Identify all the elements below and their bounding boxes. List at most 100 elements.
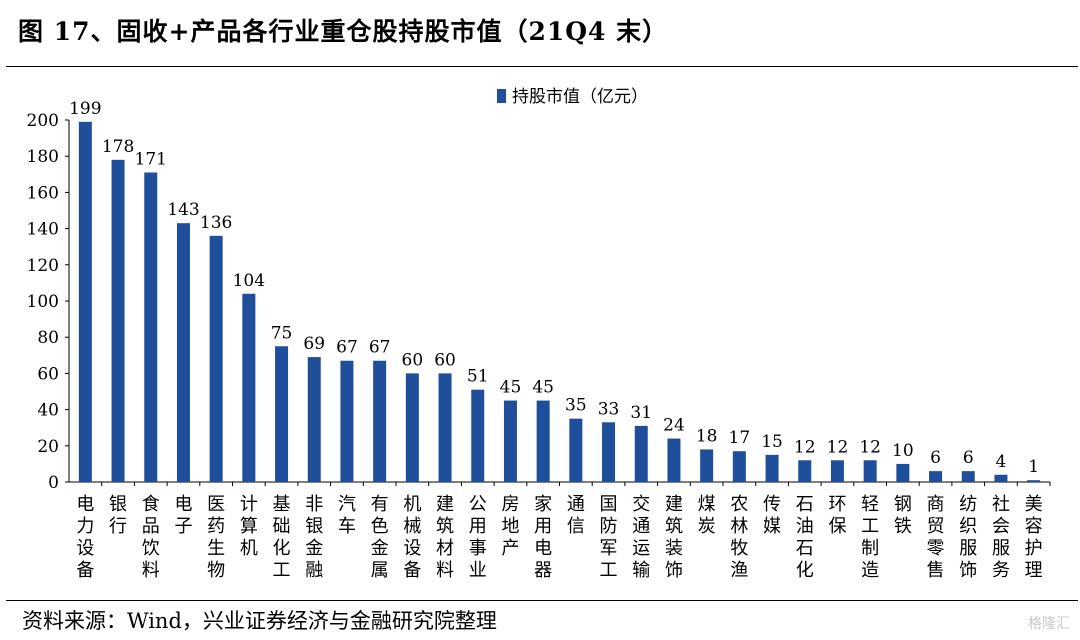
bar [569, 418, 583, 482]
x-tick-label: 非银金融 [305, 494, 323, 581]
data-label: 17 [729, 428, 751, 448]
data-label: 51 [467, 367, 489, 387]
x-tick-label: 建筑装饰 [665, 494, 683, 581]
bottom-rule [6, 600, 1078, 601]
data-label: 45 [500, 378, 522, 398]
bar [1027, 480, 1041, 482]
x-tick-label: 计算机 [240, 494, 258, 559]
bar [242, 293, 256, 482]
data-label: 31 [630, 403, 652, 423]
x-tick-label: 轻工制造 [861, 494, 879, 581]
bar [929, 471, 943, 482]
x-tick-label: 钢铁 [894, 494, 912, 537]
bar [700, 449, 714, 482]
x-tick-label: 基础化工 [273, 494, 291, 581]
data-label: 15 [761, 432, 783, 452]
bar [78, 121, 92, 482]
y-tick-label: 120 [27, 256, 59, 276]
data-label: 1 [1028, 457, 1039, 477]
bar [732, 451, 746, 482]
bar [863, 460, 877, 482]
x-tick-label: 国防军工 [600, 494, 618, 581]
y-tick-label: 0 [48, 473, 59, 493]
bar [111, 159, 125, 482]
top-rule [6, 66, 1078, 67]
bar [765, 454, 779, 482]
data-label: 18 [696, 426, 718, 446]
x-tick-label: 纺织服饰 [959, 494, 977, 581]
y-tick-label: 60 [37, 364, 59, 384]
x-tick-label: 有色金属 [371, 494, 389, 581]
data-label: 67 [336, 338, 358, 358]
x-tick-label: 家用电器 [534, 494, 552, 581]
bar [503, 400, 517, 482]
x-tick-label: 煤炭 [698, 494, 716, 537]
x-tick-label: 房地产 [501, 494, 519, 559]
data-label: 143 [167, 200, 199, 220]
bar [405, 373, 419, 482]
x-tick-label: 银行 [109, 494, 127, 537]
data-label: 69 [303, 334, 325, 354]
data-label: 136 [200, 213, 232, 233]
data-label: 6 [930, 448, 941, 468]
bar [896, 463, 910, 482]
y-tick-label: 20 [37, 437, 59, 457]
bar [830, 460, 844, 482]
x-tick-label: 社会服务 [992, 494, 1010, 581]
watermark: 格隆汇 [1028, 616, 1070, 632]
data-label: 45 [532, 378, 554, 398]
bar [373, 360, 387, 482]
x-tick-label: 汽车 [338, 494, 356, 537]
data-label: 12 [859, 437, 881, 457]
bar [176, 223, 190, 483]
x-tick-label: 建筑材料 [436, 494, 454, 581]
x-tick-label: 医药生物 [207, 494, 225, 581]
data-label: 10 [892, 441, 914, 461]
y-tick-label: 140 [27, 220, 59, 240]
data-label: 35 [565, 396, 587, 416]
bar [144, 172, 158, 482]
data-label: 12 [827, 437, 849, 457]
legend-swatch [497, 89, 506, 103]
x-tick-label: 通信 [567, 494, 585, 537]
data-label: 104 [233, 271, 265, 291]
x-tick-label: 公用事业 [469, 494, 487, 581]
x-tick-label: 机械设备 [403, 494, 421, 581]
bar [307, 357, 321, 482]
bar [438, 373, 452, 482]
x-tick-label: 传媒 [763, 494, 781, 537]
bar [798, 460, 812, 482]
bar [340, 360, 354, 482]
x-tick-label: 食品饮料 [142, 494, 160, 581]
data-label: 12 [794, 437, 816, 457]
data-label: 178 [102, 137, 134, 157]
data-label: 171 [135, 149, 167, 169]
data-label: 4 [996, 452, 1007, 472]
source-note: 资料来源：Wind，兴业证券经济与金融研究院整理 [22, 609, 497, 633]
bar [471, 389, 485, 482]
x-tick-label: 电子 [174, 494, 192, 537]
bar [667, 438, 681, 482]
figure-title: 图 17、固收+产品各行业重仓股持股市值（21Q4 末） [18, 17, 669, 46]
bar [994, 474, 1008, 482]
data-label: 67 [369, 338, 391, 358]
bar [602, 422, 616, 482]
bar [634, 425, 648, 482]
y-tick-label: 200 [27, 111, 59, 131]
x-tick-label: 商贸零售 [927, 494, 945, 581]
legend-label: 持股市值（亿元） [512, 87, 648, 107]
data-label: 75 [271, 323, 293, 343]
x-tick-label: 石油石化 [796, 494, 814, 581]
bar-chart: 020406080100120140160180200199电力设备178银行1… [27, 87, 1051, 581]
x-tick-label: 美容护理 [1025, 494, 1043, 581]
bar [275, 346, 289, 482]
bar [536, 400, 550, 482]
x-tick-label: 交通运输 [632, 494, 650, 581]
data-label: 6 [963, 448, 974, 468]
data-label: 60 [434, 350, 456, 370]
data-label: 199 [69, 99, 101, 119]
y-tick-label: 160 [27, 183, 59, 203]
bar [209, 235, 223, 482]
x-tick-label: 环保 [828, 494, 846, 537]
x-tick-label: 电力设备 [76, 494, 94, 581]
